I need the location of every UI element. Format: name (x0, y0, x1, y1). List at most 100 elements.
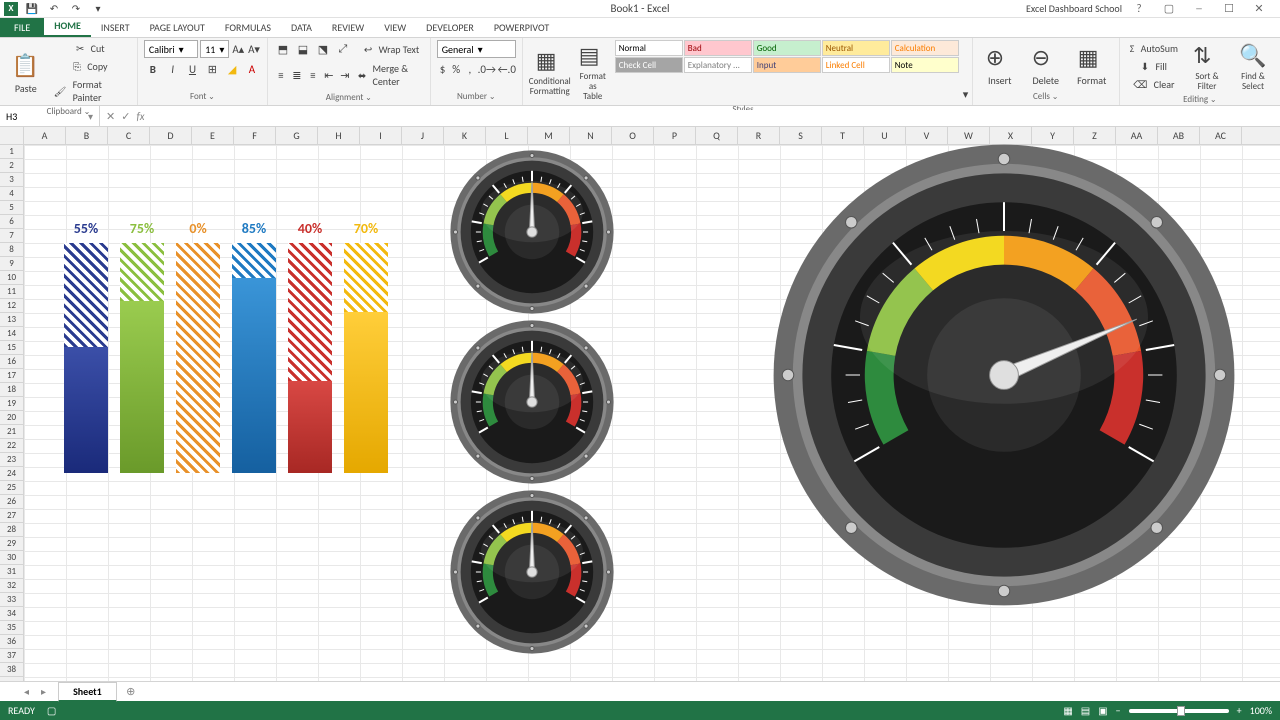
maximize-icon[interactable]: ☐ (1216, 2, 1242, 16)
row-header[interactable]: 7 (0, 229, 23, 243)
gauge[interactable] (447, 317, 617, 487)
col-header[interactable]: J (402, 127, 444, 144)
row-header[interactable]: 2 (0, 159, 23, 173)
zoom-slider[interactable] (1129, 709, 1229, 713)
delete-button[interactable]: ⊖Delete (1025, 40, 1067, 91)
tab-review[interactable]: REVIEW (322, 18, 374, 37)
copy-button[interactable]: ⎘ Copy (50, 58, 131, 75)
col-header[interactable]: M (528, 127, 570, 144)
row-header[interactable]: 35 (0, 621, 23, 635)
enter-formula-icon[interactable]: ✓ (121, 110, 130, 123)
row-header[interactable]: 23 (0, 453, 23, 467)
macro-record-icon[interactable]: ▢ (47, 704, 56, 717)
row-header[interactable]: 38 (0, 663, 23, 677)
col-header[interactable]: C (108, 127, 150, 144)
row-header[interactable]: 16 (0, 355, 23, 369)
fill-button[interactable]: ⬇ Fill (1126, 58, 1182, 75)
autosum-button[interactable]: Σ AutoSum (1126, 40, 1182, 57)
col-header[interactable]: P (654, 127, 696, 144)
col-header[interactable]: F (234, 127, 276, 144)
row-header[interactable]: 11 (0, 285, 23, 299)
percent-icon[interactable]: % (450, 60, 462, 78)
close-icon[interactable]: ✕ (1246, 2, 1272, 16)
col-header[interactable]: H (318, 127, 360, 144)
wrap-text-button[interactable]: ↩ Wrap Text (360, 41, 423, 58)
row-header[interactable]: 36 (0, 635, 23, 649)
col-header[interactable]: E (192, 127, 234, 144)
sheet-tab[interactable]: Sheet1 (58, 682, 117, 702)
align-middle-icon[interactable]: ⬓ (294, 40, 312, 58)
styles-more-icon[interactable]: ▾ (963, 86, 969, 104)
indent-dec-icon[interactable]: ⇤ (322, 66, 336, 84)
select-all-corner[interactable] (0, 127, 24, 144)
underline-button[interactable]: U (184, 60, 202, 78)
row-header[interactable]: 19 (0, 397, 23, 411)
zoom-out-icon[interactable]: − (1116, 704, 1121, 717)
row-header[interactable]: 1 (0, 145, 23, 159)
tab-home[interactable]: HOME (44, 16, 91, 37)
col-header[interactable]: L (486, 127, 528, 144)
align-bottom-icon[interactable]: ⬔ (314, 40, 332, 58)
formula-input[interactable] (151, 110, 1274, 123)
col-header[interactable]: O (612, 127, 654, 144)
style-cell[interactable]: Check Cell (615, 57, 683, 73)
row-header[interactable]: 31 (0, 565, 23, 579)
paste-button[interactable]: 📋 Paste (6, 40, 46, 106)
gauge-widget[interactable] (447, 317, 617, 487)
row-header[interactable]: 8 (0, 243, 23, 257)
gauge[interactable] (764, 135, 1244, 615)
merge-center-button[interactable]: ⬌ Merge & Center (354, 60, 424, 90)
row-header[interactable]: 13 (0, 313, 23, 327)
border-button[interactable]: ⊞ (203, 60, 221, 78)
font-name-combo[interactable]: Calibri▾ (144, 40, 198, 58)
row-header[interactable]: 20 (0, 411, 23, 425)
row-header[interactable]: 5 (0, 201, 23, 215)
sheet-nav-prev-icon[interactable]: ◂ (24, 685, 29, 698)
row-header[interactable]: 27 (0, 509, 23, 523)
row-header[interactable]: 28 (0, 523, 23, 537)
tab-formulas[interactable]: FORMULAS (215, 18, 281, 37)
sheet-nav-next-icon[interactable]: ▸ (41, 685, 46, 698)
gauge[interactable] (447, 147, 617, 317)
align-center-icon[interactable]: ≣ (290, 66, 304, 84)
col-header[interactable]: D (150, 127, 192, 144)
save-icon[interactable]: 💾 (24, 2, 40, 16)
number-format-combo[interactable]: General▾ (437, 40, 516, 58)
row-header[interactable]: 3 (0, 173, 23, 187)
font-color-button[interactable]: A (243, 60, 261, 78)
style-cell[interactable]: Calculation (891, 40, 959, 56)
align-right-icon[interactable]: ≡ (306, 66, 320, 84)
col-header[interactable]: A (24, 127, 66, 144)
font-size-combo[interactable]: 11▾ (200, 40, 229, 58)
ribbon-options-icon[interactable]: ▢ (1156, 2, 1182, 16)
undo-icon[interactable]: ↶ (46, 2, 62, 16)
italic-button[interactable]: I (164, 60, 182, 78)
zoom-thumb[interactable] (1177, 706, 1185, 716)
zoom-value[interactable]: 100% (1250, 704, 1272, 717)
gauge-widget[interactable] (764, 135, 1244, 615)
format-painter-button[interactable]: 🖌 Format Painter (50, 76, 131, 106)
sort-filter-button[interactable]: ⇅Sort & Filter (1186, 40, 1228, 94)
cells-area[interactable]: 55%75%0%85%40%70% (24, 145, 1280, 681)
qat-more-icon[interactable]: ▾ (90, 2, 106, 16)
orientation-icon[interactable]: ⤢ (334, 40, 352, 58)
row-header[interactable]: 18 (0, 383, 23, 397)
bar-chart[interactable]: 55%75%0%85%40%70% (64, 243, 404, 503)
cell-styles-gallery[interactable]: NormalBadGoodNeutralCalculationCheck Cel… (615, 40, 959, 104)
redo-icon[interactable]: ↷ (68, 2, 84, 16)
style-cell[interactable]: Neutral (822, 40, 890, 56)
minimize-icon[interactable]: ─ (1186, 2, 1212, 16)
row-header[interactable]: 29 (0, 537, 23, 551)
row-header[interactable]: 21 (0, 425, 23, 439)
col-header[interactable]: B (66, 127, 108, 144)
find-select-button[interactable]: 🔍Find & Select (1232, 40, 1274, 94)
style-cell[interactable]: Linked Cell (822, 57, 890, 73)
row-header[interactable]: 12 (0, 299, 23, 313)
row-header[interactable]: 30 (0, 551, 23, 565)
tab-developer[interactable]: DEVELOPER (416, 18, 484, 37)
grow-font-icon[interactable]: A▴ (231, 40, 245, 58)
inc-decimal-icon[interactable]: .0→ (478, 60, 496, 78)
currency-icon[interactable]: $ (437, 60, 449, 78)
align-top-icon[interactable]: ⬒ (274, 40, 292, 58)
row-header[interactable]: 24 (0, 467, 23, 481)
